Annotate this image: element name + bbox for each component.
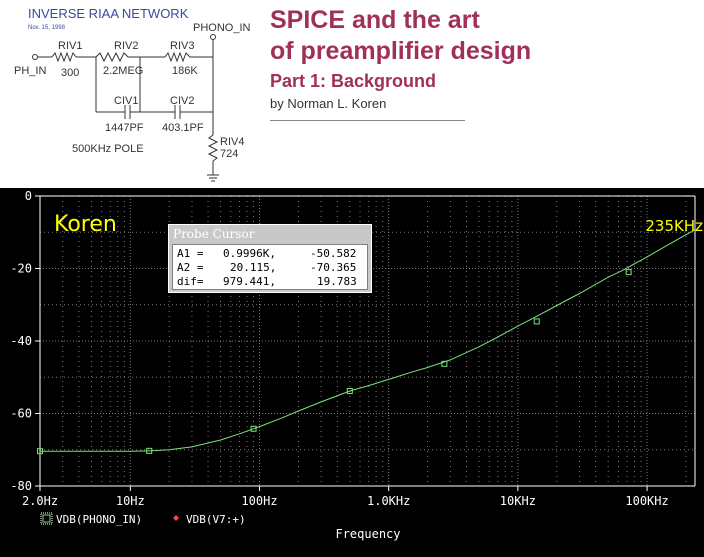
probe-cursor-title: Probe Cursor (173, 227, 255, 241)
output-label: PHONO_IN (193, 22, 251, 34)
series-marker (346, 388, 353, 395)
legend-marker-vdb-phono-in (42, 514, 51, 523)
legend-focus-box (40, 512, 53, 525)
header: INVERSE RIAA NETWORK Nov. 15, 1998 PH_IN… (0, 0, 704, 188)
axis-layer (35, 195, 696, 491)
resistor-riv2 (95, 51, 129, 63)
title-divider (270, 120, 465, 121)
x-tick-label: 10Hz (116, 494, 145, 508)
riv1-value: 300 (61, 67, 79, 79)
page-subtitle: Part 1: Background (270, 71, 437, 91)
x-tick-label: 100KHz (625, 494, 668, 508)
marker-layer (37, 269, 632, 455)
author-tag: Koren (54, 212, 117, 237)
schematic-title: INVERSE RIAA NETWORK (28, 6, 189, 21)
legend-marker-vdb-v7 (173, 515, 179, 521)
riv3-name: RIV3 (170, 40, 194, 52)
riv4-value: 724 (220, 148, 238, 160)
resistor-riv4 (207, 134, 219, 162)
corner-frequency-label: 235KHz (645, 217, 703, 235)
byline: by Norman L. Koren (270, 96, 387, 111)
civ1-name: CIV1 (114, 95, 138, 107)
legend-label-vdb-phono-in: VDB(PHONO_IN) (56, 513, 142, 526)
pole-label: 500KHz POLE (72, 143, 144, 155)
x-tick-label: 2.0Hz (22, 494, 58, 508)
riv3-value: 186K (172, 65, 198, 77)
x-tick-label: 100Hz (241, 494, 277, 508)
page-title-line2: of preamplifier design (270, 37, 532, 65)
cursor-a2-x: 20.115, (230, 261, 277, 274)
y-tick-label: 0 (25, 189, 32, 203)
resistor-riv3 (164, 51, 191, 63)
riv4-name: RIV4 (220, 136, 244, 148)
riv2-value: 2.2MEG (103, 65, 143, 77)
output-terminal (210, 34, 216, 40)
cursor-a1-label: A1 = (177, 247, 204, 260)
cursor-a2-y: -70.365 (310, 261, 357, 274)
plot-area[interactable]: 0 -20 -40 -60 -80 2.0Hz 10Hz 100Hz 1.0KHz 10KHz 10… (0, 188, 704, 557)
series-marker (37, 448, 43, 455)
trace-layer (40, 229, 696, 452)
probe-cursor-panel[interactable]: Probe Cursor A1 = 0.9996K, -50.582 A2 = … (168, 224, 372, 293)
x-tick-label: 10KHz (500, 494, 536, 508)
civ2-value: 403.1PF (162, 122, 204, 134)
page-title-line1: SPICE and the art (270, 6, 480, 34)
series-marker (625, 269, 632, 276)
civ1-value: 1447PF (105, 122, 144, 134)
series-line-vdb-phono-in (40, 229, 696, 452)
riv2-name: RIV2 (114, 40, 138, 52)
series-marker (533, 318, 540, 325)
label-layer: 0 -20 -40 -60 -802.0Hz 10Hz 100Hz 1.0KHz 10KHz 10… (10, 189, 703, 541)
series-marker (146, 447, 153, 454)
cursor-dif-x: 979.441, (223, 275, 276, 288)
schematic-date: Nov. 15, 1998 (28, 25, 66, 31)
y-tick-label: -60 (10, 407, 32, 421)
y-tick-label: -20 (10, 262, 32, 276)
schematic-diagram: INVERSE RIAA NETWORK Nov. 15, 1998 PH_IN… (14, 6, 251, 182)
input-terminal (32, 54, 38, 60)
probe-cursor-table: A1 = 0.9996K, -50.582 A2 = 20.115, -70.3… (172, 244, 368, 290)
cursor-a1-x: 0.9996K, (223, 247, 276, 260)
riv1-name: RIV1 (58, 40, 82, 52)
y-tick-label: -80 (10, 479, 32, 493)
frequency-response-chart[interactable]: 0 -20 -40 -60 -802.0Hz 10Hz 100Hz 1.0KHz 10KHz 10… (0, 188, 704, 557)
series-marker (441, 360, 448, 367)
input-label: PH_IN (14, 65, 46, 77)
x-tick-label: 1.0KHz (367, 494, 410, 508)
civ2-name: CIV2 (170, 95, 194, 107)
cursor-a2-label: A2 = (177, 261, 204, 274)
x-axis-title: Frequency (335, 527, 400, 541)
resistor-riv1 (51, 51, 77, 63)
legend-label-vdb-v7: VDB(V7:+) (186, 513, 246, 526)
y-tick-label: -40 (10, 334, 32, 348)
cursor-a1-y: -50.582 (310, 247, 357, 260)
cursor-dif-y: 19.783 (317, 275, 357, 288)
series-marker (250, 425, 257, 432)
cursor-dif-label: dif= (177, 275, 204, 288)
